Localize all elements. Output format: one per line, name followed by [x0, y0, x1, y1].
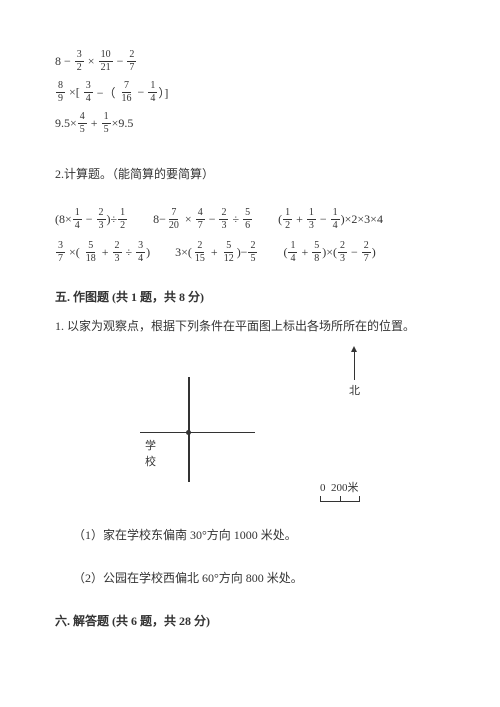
scale-bar: 0 200米	[320, 479, 360, 502]
fraction: 14	[148, 81, 157, 104]
eq-r1c1: (8× 14 − 23 )÷ 12	[55, 208, 128, 231]
close: ）]	[158, 84, 168, 101]
section-6-heading: 六. 解答题 (共 6 题，共 28 分)	[55, 612, 455, 631]
sub-question-1: （1）家在学校东偏南 30°方向 1000 米处。	[55, 526, 455, 545]
fraction: 34	[84, 81, 93, 104]
equation-row-2: 37 ×( 518 + 23 ÷ 34 ) 3×( 215 + 512 )− 2…	[55, 241, 455, 264]
north-label: 北	[349, 382, 360, 398]
eq-r1c3: ( 12 + 13 − 14 )×2×3×4	[278, 208, 383, 231]
equation-1: 8 − 32 × 1021 − 27	[55, 50, 455, 73]
school-label: 学校	[145, 437, 156, 469]
sub-question-2: （2）公园在学校西偏北 60°方向 800 米处。	[55, 569, 455, 588]
eq-r1c2: 8− 720 × 47 − 23 ÷ 56	[153, 208, 253, 231]
equation-3: 9.5× 45 + 15 ×9.5	[55, 112, 455, 135]
fraction: 1021	[99, 50, 113, 73]
eq-r2c2: 3×( 215 + 512 )− 25	[175, 241, 258, 264]
fraction: 89	[56, 81, 65, 104]
origin-dot	[186, 430, 191, 435]
section-5-heading: 五. 作图题 (共 1 题，共 8 分)	[55, 288, 455, 307]
num: 8	[55, 54, 61, 69]
north-arrow-icon: 北	[349, 352, 360, 398]
op: +	[91, 116, 98, 131]
eq-r2c3: ( 14 + 58 )×( 23 − 27 )	[283, 241, 375, 264]
op: −	[138, 85, 145, 100]
op: ×	[88, 54, 95, 69]
num: ×9.5	[112, 116, 134, 131]
num: 9.5×	[55, 116, 77, 131]
fraction: 45	[78, 112, 87, 135]
equation-2: 89 ×[ 34 −（ 716 − 14 ）]	[55, 81, 455, 104]
fraction: 15	[102, 112, 111, 135]
problem-2-title: 2.计算题。（能简算的要简算）	[55, 165, 455, 184]
fraction: 32	[75, 50, 84, 73]
op: −	[117, 54, 124, 69]
fraction: 716	[120, 81, 134, 104]
equation-row-1: (8× 14 − 23 )÷ 12 8− 720 × 47 − 23 ÷ 56 …	[55, 208, 455, 231]
op: −（	[97, 84, 116, 101]
op: ×[	[69, 85, 80, 100]
question-1: 1. 以家为观察点，根据下列条件在平面图上标出各场所所在的位置。	[55, 317, 455, 336]
diagram: 北 学校 0 200米	[95, 352, 375, 502]
eq-r2c1: 37 ×( 518 + 23 ÷ 34 )	[55, 241, 150, 264]
op: −	[64, 54, 71, 69]
fraction: 27	[127, 50, 136, 73]
